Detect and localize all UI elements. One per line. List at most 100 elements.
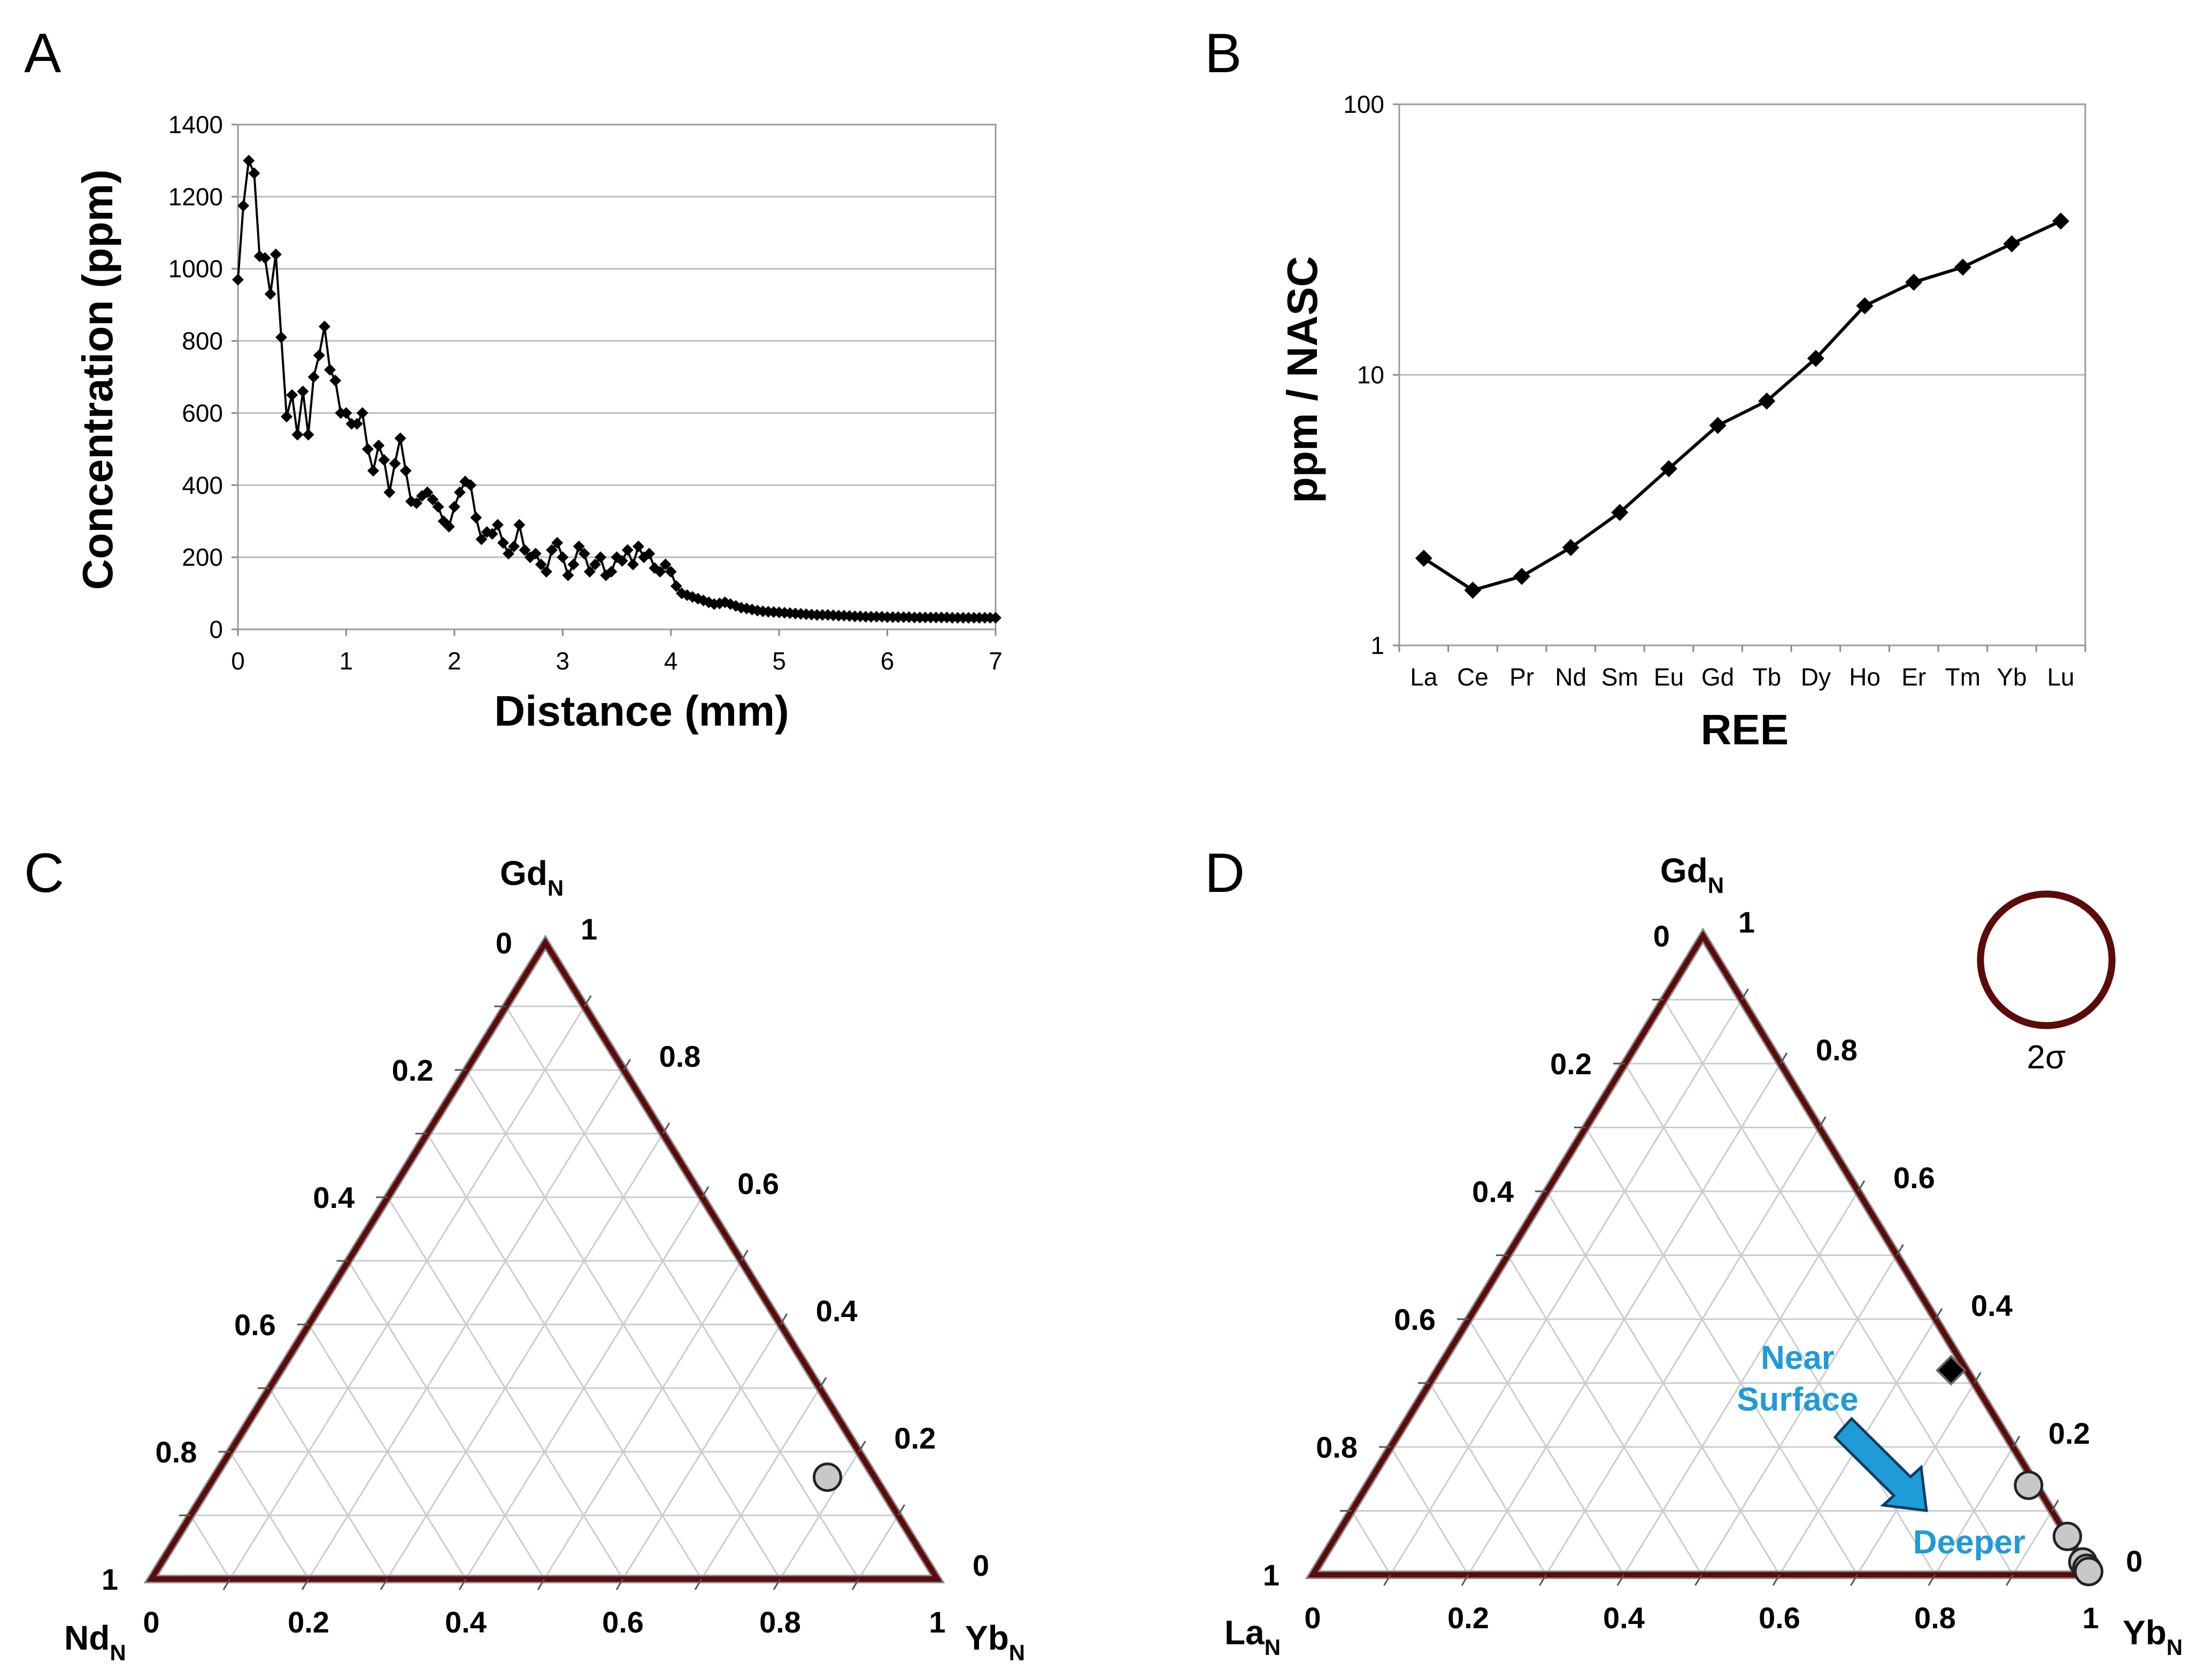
panel-c-bottom-tick-label: 0.6 [602, 1605, 644, 1639]
deeper-label: Deeper [1913, 1524, 2025, 1561]
panel-d-tick-mark [1818, 1116, 1826, 1128]
panel-c-right-tick-label: 0.8 [659, 1039, 701, 1073]
panel-a-x-tick-label: 7 [989, 647, 1003, 675]
panel-d-data-point [2074, 1557, 2103, 1587]
panel-a-data-point [475, 533, 488, 545]
panel-c-right-tick-label: 0.4 [816, 1294, 858, 1328]
panel-a-data-point [373, 440, 385, 452]
panel-a-x-tick-label: 6 [881, 647, 895, 675]
near-label: Near [1761, 1339, 1835, 1376]
panel-a-x-tick-label: 2 [448, 647, 461, 675]
panel-a-data-point [573, 540, 585, 552]
panel-d-left-tick-label: 0.4 [1472, 1175, 1514, 1208]
panel-b-data-point [2052, 212, 2070, 230]
panel-d-tick-mark [1694, 1574, 1702, 1586]
panel-b-x-tick-label: Pr [1509, 663, 1534, 691]
panel-d-bottom-tick-label: 0.8 [1914, 1601, 1956, 1635]
two-sigma-error-circle [1977, 890, 2116, 1029]
panel-a-data-point [281, 411, 293, 423]
panel-a-data-point [269, 248, 282, 260]
panel-a-data-point [551, 537, 564, 549]
panel-b-x-tick-label: Gd [1701, 663, 1734, 691]
panel-b-data-point [1660, 460, 1678, 478]
panel-d-data-point [2053, 1521, 2082, 1551]
panel-c-apex-left-label: NdN [64, 1619, 126, 1665]
panel-a-y-tick-label: 1200 [168, 183, 223, 211]
panel-b-data-point [1562, 538, 1579, 556]
panel-c-gridline [622, 1324, 782, 1580]
panel-d-apex-top-label: GdN [1660, 851, 1724, 898]
panel-label-a: A [24, 22, 61, 84]
panel-b-data-point [1611, 504, 1629, 521]
panel-a-x-tick-label: 0 [231, 647, 245, 675]
panel-a-data-point [519, 544, 531, 556]
panel-label-b: B [1205, 22, 1242, 84]
panel-d-tick-mark [1779, 1052, 1788, 1064]
panel-c-tick-mark [301, 1578, 310, 1590]
panel-b-data-point [1709, 417, 1727, 434]
panel-a-data-point [421, 486, 434, 498]
panel-d-la-sub: N [1265, 1635, 1281, 1660]
panel-c-left-tick-label: 0.6 [234, 1308, 276, 1342]
panel-a-data-point [389, 457, 401, 469]
panel-a-data-point [578, 548, 590, 560]
panel-a-data-point [567, 558, 580, 571]
panel-d-gridline [1701, 1254, 1898, 1575]
panel-d-apex-left-label: LaN [1224, 1613, 1281, 1660]
panel-a-data-point [367, 465, 380, 477]
panel-d-left-tick-label: 0.2 [1550, 1047, 1592, 1081]
panel-d-tick-mark [1741, 988, 1749, 1000]
panel-d-gridline [1507, 1254, 1702, 1575]
panel-a-data-point [291, 428, 304, 441]
panel-a-data-point [627, 558, 639, 571]
panel-a-data-point [470, 511, 482, 523]
panel-d-tick-mark [1974, 1372, 1982, 1384]
panel-a-data-point [302, 428, 314, 441]
panel-a-data-point [383, 486, 396, 498]
panel-a-data-point [465, 479, 477, 491]
panel-a-data-point [529, 548, 542, 560]
panel-c-tick-mark [584, 995, 592, 1007]
panel-d-tick-mark [1896, 1244, 1904, 1256]
panel-b-data-point [2003, 235, 2021, 252]
panel-b-data-point [1464, 581, 1482, 599]
panel-c-tick-mark [222, 1578, 231, 1590]
panel-a-data-point [605, 566, 618, 578]
panel-d-tick-mark [1857, 1180, 1866, 1192]
panel-a-x-tick-label: 5 [772, 647, 786, 675]
panel-d-tick-mark [1539, 1574, 1547, 1586]
panel-c-tick-mark [458, 1578, 467, 1590]
panel-c-gridline [386, 1133, 664, 1580]
panel-a-data-point [557, 551, 569, 564]
panel-d-gridline [1934, 1446, 2014, 1575]
panel-d-tick-mark [1616, 1574, 1625, 1586]
panel-b-chart: 1 10 100 La Ce Pr Nd Sm Eu Gd Tb Dy Ho Er Tm Yb Lu [1343, 90, 2086, 691]
panel-b-x-axis-title: REE [1701, 706, 1789, 753]
panel-c-gridline [505, 1006, 860, 1580]
panel-a-y-axis-title: Concentration (ppm) [74, 170, 121, 590]
panel-a-series-line [237, 156, 996, 619]
panel-b-x-tick-label: Sm [1601, 663, 1638, 691]
panel-c-tick-mark [851, 1578, 860, 1590]
panel-a-data-point [356, 407, 368, 419]
panel-c-left-tick-label: 0.2 [392, 1053, 434, 1087]
panel-d-right-tick-label: 0.8 [1816, 1033, 1858, 1067]
panel-d-apex-right-label: YbN [2123, 1613, 2183, 1660]
panel-a-data-point [259, 252, 271, 264]
panel-c-right-tick-label: 0.2 [894, 1421, 936, 1455]
panel-b-x-tick-label: Yb [1997, 663, 2026, 691]
panel-c-left-tick-label: 1 [102, 1562, 118, 1596]
panel-d-gridline [1390, 999, 1743, 1575]
panel-a-data-point [616, 555, 628, 567]
panel-d-tick-mark [2012, 1436, 2021, 1447]
panel-a-data-point [248, 167, 260, 180]
panel-b-data-point [1905, 273, 1923, 291]
panel-c-bottom-tick-label: 0.8 [759, 1605, 801, 1639]
depth-arrow [1833, 1416, 1928, 1512]
panel-d-tick-mark [1461, 1574, 1469, 1586]
panel-c-left-tick-label: 0 [496, 926, 512, 960]
panel-a-data-point [654, 566, 666, 578]
panel-d-tick-mark [1383, 1574, 1391, 1586]
panel-d-right-tick-label: 0.6 [1893, 1161, 1935, 1195]
panel-a-data-point [237, 199, 250, 212]
